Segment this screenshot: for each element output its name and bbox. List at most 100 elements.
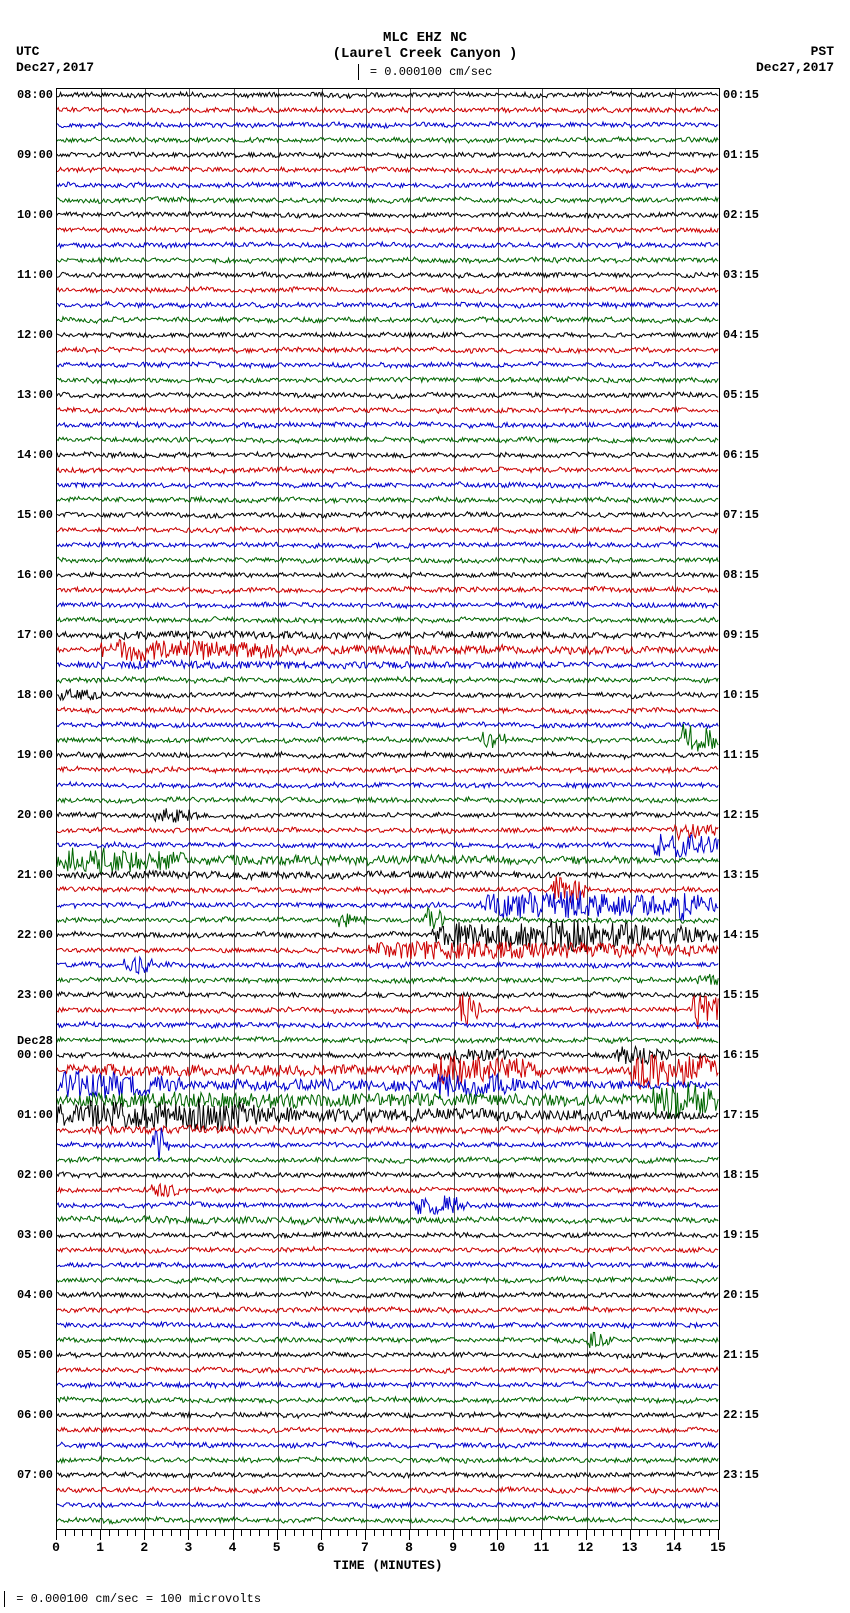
x-minor-tick (135, 1530, 136, 1536)
seismic-trace (57, 830, 719, 890)
scale-indicator-top: = 0.000100 cm/sec (0, 64, 850, 80)
x-minor-tick (436, 1530, 437, 1536)
x-minor-tick (171, 1530, 172, 1536)
pst-time-label: 22:15 (723, 1408, 759, 1422)
seismic-trace (57, 1310, 719, 1370)
seismic-trace (57, 650, 719, 710)
seismic-trace (57, 635, 719, 695)
seismic-trace (57, 665, 719, 725)
x-minor-tick (162, 1530, 163, 1536)
utc-time-label: 18:00 (17, 688, 53, 702)
seismic-trace (57, 1010, 719, 1070)
seismic-trace (57, 1220, 719, 1280)
x-minor-tick (180, 1530, 181, 1536)
x-minor-tick (330, 1530, 331, 1536)
seismic-trace (57, 350, 719, 410)
x-minor-tick (82, 1530, 83, 1536)
vertical-gridline (631, 89, 632, 1529)
utc-day-break-label: Dec28 (17, 1034, 53, 1048)
seismic-trace (57, 230, 719, 290)
x-tick-label: 6 (317, 1540, 325, 1555)
pst-time-label: 01:15 (723, 148, 759, 162)
x-major-tick (674, 1530, 675, 1540)
x-axis-title: TIME (MINUTES) (56, 1558, 720, 1573)
seismic-trace (57, 1100, 719, 1160)
seismic-trace (57, 1130, 719, 1190)
x-minor-tick (418, 1530, 419, 1536)
seismic-trace (57, 965, 719, 1025)
seismic-trace (57, 680, 719, 740)
x-minor-tick (594, 1530, 595, 1536)
x-minor-tick (127, 1530, 128, 1536)
utc-time-label: 00:00 (17, 1048, 53, 1062)
seismic-trace (57, 1355, 719, 1415)
vertical-gridline (587, 89, 588, 1529)
pst-time-label: 23:15 (723, 1468, 759, 1482)
x-minor-tick (259, 1530, 260, 1536)
pst-time-label: 12:15 (723, 808, 759, 822)
pst-time-label: 11:15 (723, 748, 759, 762)
seismic-trace (57, 710, 719, 770)
seismic-trace (57, 785, 719, 845)
x-minor-tick (524, 1530, 525, 1536)
utc-time-label: 17:00 (17, 628, 53, 642)
seismic-trace (57, 875, 719, 935)
seismic-trace (57, 1340, 719, 1400)
x-minor-tick (250, 1530, 251, 1536)
x-minor-tick (568, 1530, 569, 1536)
x-minor-tick (74, 1530, 75, 1536)
utc-time-label: 19:00 (17, 748, 53, 762)
seismic-trace (57, 770, 719, 830)
pst-time-label: 21:15 (723, 1348, 759, 1362)
seismic-trace (57, 155, 719, 215)
seismic-trace (57, 260, 719, 320)
x-minor-tick (215, 1530, 216, 1536)
seismic-trace (57, 1325, 719, 1385)
vertical-gridline (322, 89, 323, 1529)
x-minor-tick (550, 1530, 551, 1536)
utc-time-label: 05:00 (17, 1348, 53, 1362)
utc-time-label: 21:00 (17, 868, 53, 882)
seismic-trace (57, 185, 719, 245)
x-minor-tick (206, 1530, 207, 1536)
x-minor-tick (612, 1530, 613, 1536)
seismic-trace (57, 140, 719, 200)
seismic-trace (57, 1445, 719, 1505)
x-major-tick (233, 1530, 234, 1540)
vertical-gridline (410, 89, 411, 1529)
seismic-trace (57, 695, 719, 755)
seismic-trace (57, 380, 719, 440)
pst-time-label: 04:15 (723, 328, 759, 342)
x-major-tick (453, 1530, 454, 1540)
seismic-trace (57, 1025, 719, 1085)
seismic-trace (57, 1265, 719, 1325)
pst-time-label: 13:15 (723, 868, 759, 882)
seismic-trace (57, 1280, 719, 1340)
seismic-trace (57, 470, 719, 530)
seismic-trace (57, 1475, 719, 1535)
footer-scale-text: = 0.000100 cm/sec = 100 microvolts (16, 1592, 261, 1606)
x-tick-label: 0 (52, 1540, 60, 1555)
x-minor-tick (639, 1530, 640, 1536)
x-major-tick (586, 1530, 587, 1540)
seismic-trace (57, 125, 719, 185)
x-major-tick (630, 1530, 631, 1540)
x-tick-label: 7 (361, 1540, 369, 1555)
seismic-trace (57, 1460, 719, 1520)
x-minor-tick (489, 1530, 490, 1536)
x-minor-tick (444, 1530, 445, 1536)
x-major-tick (56, 1530, 57, 1540)
x-minor-tick (462, 1530, 463, 1536)
x-minor-tick (656, 1530, 657, 1536)
x-minor-tick (692, 1530, 693, 1536)
seismic-trace (57, 335, 719, 395)
seismic-trace (57, 500, 719, 560)
x-tick-label: 13 (622, 1540, 638, 1555)
seismic-trace (57, 170, 719, 230)
seismic-trace (57, 1250, 719, 1310)
vertical-gridline (234, 89, 235, 1529)
x-minor-tick (383, 1530, 384, 1536)
x-tick-label: 15 (710, 1540, 726, 1555)
seismic-trace (57, 1160, 719, 1220)
x-tick-label: 2 (140, 1540, 148, 1555)
